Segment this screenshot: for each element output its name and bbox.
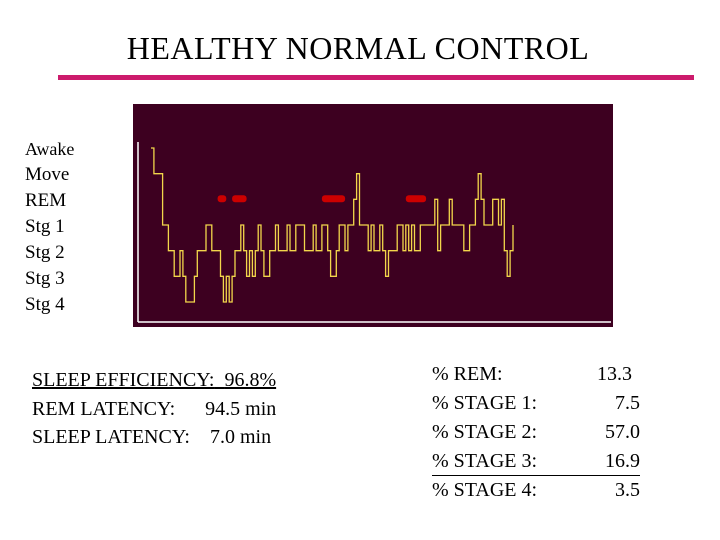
pct-stage3-row: % STAGE 3: 16.9 (432, 447, 640, 476)
rem-period-marker-2 (232, 195, 247, 203)
stage-label-stg3: Stg 3 (25, 268, 65, 289)
page-title: HEALTHY NORMAL CONTROL (126, 30, 590, 66)
pct-rem-row: % REM: 13.3 (432, 360, 640, 389)
rem-period-marker-3 (321, 195, 346, 203)
stage-label-move: Move (25, 164, 70, 185)
rem-period-marker-1 (217, 195, 227, 203)
sleep-efficiency-label: SLEEP EFFICIENCY: (32, 369, 215, 391)
pct-stage2-row: % STAGE 2: 57.0 (432, 418, 640, 447)
stage-label-stg1: Stg 1 (25, 216, 65, 237)
rem-latency-row: REM LATENCY: 94.5 min (32, 395, 276, 424)
pct-stage1-value: 7.5 (615, 392, 640, 414)
pct-rem-label: % REM: (432, 363, 503, 385)
sleep-metrics: SLEEP EFFICIENCY: 96.8% REM LATENCY: 94.… (32, 366, 276, 452)
pct-stage3-label: % STAGE 3: (432, 450, 538, 472)
stage-label-rem: REM (25, 190, 67, 211)
rem-markers (217, 195, 427, 203)
sleep-latency-row: SLEEP LATENCY: 7.0 min (32, 423, 276, 452)
stage-percentages: % REM: 13.3 % STAGE 1: 7.5 % STAGE 2: 57… (432, 360, 640, 505)
pct-stage4-row: % STAGE 4: 3.5 (432, 476, 640, 505)
pct-stage1-label: % STAGE 1: (432, 392, 538, 414)
sleep-stage-trace (151, 147, 514, 303)
title-underline (58, 75, 694, 80)
plot-background (133, 104, 613, 327)
pct-stage1-row: % STAGE 1: 7.5 (432, 389, 640, 418)
stage-label-stg4: Stg 4 (25, 294, 65, 315)
pct-stage4-label: % STAGE 4: (432, 478, 538, 501)
pct-stage2-value: 57.0 (605, 421, 640, 443)
rem-latency-label: REM LATENCY: (32, 397, 176, 420)
rem-latency-value: 94.5 min (205, 397, 277, 420)
sleep-latency-label: SLEEP LATENCY: (32, 426, 190, 448)
pct-stage4-value: 3.5 (615, 478, 640, 501)
pct-stage2-label: % STAGE 2: (432, 421, 538, 443)
sleep-efficiency-value: 96.8% (224, 369, 277, 391)
rem-period-marker-4 (405, 195, 427, 203)
stage-axis-labels: Awake Move REM Stg 1 Stg 2 Stg 3 Stg 4 (25, 136, 125, 318)
pct-stage3-value: 16.9 (605, 450, 640, 472)
sleep-latency-value: 7.0 min (209, 426, 272, 448)
stage-label-awake: Awake (25, 139, 75, 159)
pct-rem-value: 13.3 (597, 363, 632, 385)
sleep-efficiency-row: SLEEP EFFICIENCY: 96.8% (32, 366, 276, 395)
stage-label-stg2: Stg 2 (25, 242, 65, 263)
hypnogram-chart (133, 104, 613, 327)
